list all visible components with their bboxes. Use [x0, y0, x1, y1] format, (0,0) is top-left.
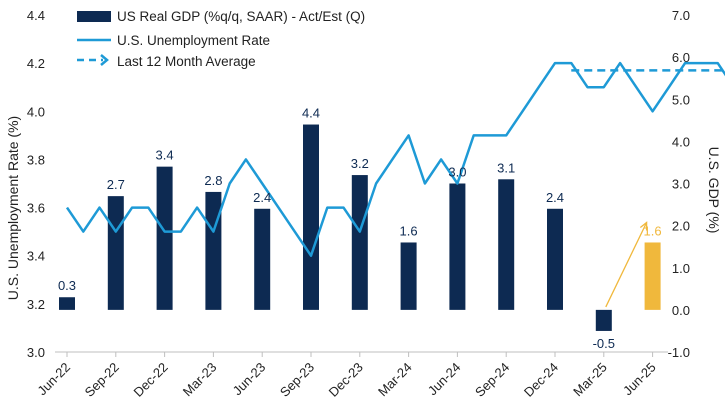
gdp-bar: [254, 208, 271, 310]
y-right-tick-label: 1.0: [672, 261, 690, 276]
lines-layer: [65, 61, 725, 308]
x-tick-label: Sep-22: [82, 360, 122, 400]
gdp-bar-label: 3.2: [351, 156, 369, 171]
estimate-arrow-line: [605, 222, 648, 308]
gdp-bar: [107, 196, 124, 310]
legend-average-arrow-icon: [100, 54, 109, 66]
x-tick-label: Mar-23: [180, 360, 220, 400]
gdp-bar: [156, 166, 173, 310]
legend-label-gdp: US Real GDP (%q/q, SAAR) - Act/Est (Q): [117, 9, 365, 24]
y-right-tick-label: 4.0: [672, 134, 690, 149]
gdp-bar: [351, 175, 368, 310]
y-left-axis-title: U.S. Unemployment Rate (%): [5, 116, 21, 300]
y-right-axis-title: U.S. GDP (%): [706, 147, 722, 234]
legend-swatch-gdp: [77, 11, 111, 22]
gdp-bar-label: -0.5: [593, 336, 615, 351]
x-tick-label: Jun-23: [230, 360, 269, 399]
x-tick-label: Dec-23: [326, 360, 366, 400]
labels-layer: 0.3 2.7 3.4 2.8 2.4 4.4 3.2 1.6 3.0 3.1 2.4 -0.5 1.6…: [58, 106, 662, 351]
x-tick-label: Dec-24: [521, 360, 561, 400]
x-tick-label: Jun-22: [34, 360, 73, 399]
gdp-bar: [595, 309, 612, 331]
x-tick-label: Jun-24: [425, 360, 464, 399]
y-left-tick-label: 3.0: [27, 345, 45, 360]
gdp-bar-label: 1.6: [644, 223, 662, 238]
y-right-tick-label: 0.0: [672, 303, 690, 318]
gdp-bar: [59, 297, 75, 310]
y-right-tick-label: 7.0: [672, 8, 690, 23]
gdp-bar-label: 0.3: [58, 278, 76, 293]
gdp-bar-label: 3.1: [497, 160, 515, 175]
y-right-tick-label: -1.0: [668, 345, 690, 360]
x-tick-label: Sep-24: [472, 360, 512, 400]
x-tick-label: Dec-22: [130, 360, 170, 400]
x-tick-label: Sep-23: [277, 360, 317, 400]
gdp-bar-label: 1.6: [400, 223, 418, 238]
y-left-tick-label: 4.4: [27, 8, 45, 23]
x-tick-label: Mar-24: [375, 360, 415, 400]
y-right-tick-label: 3.0: [672, 177, 690, 192]
gdp-bar: [498, 179, 515, 310]
gdp-bar: [449, 183, 466, 310]
gdp-bar-label: 3.4: [156, 148, 174, 163]
gdp-bar: [644, 242, 661, 310]
y-left-tick-label: 4.0: [27, 104, 45, 119]
gdp-bar: [303, 124, 319, 310]
legend-label-unemployment: U.S. Unemployment Rate: [117, 33, 270, 48]
gdp-bar-label: 3.0: [448, 165, 466, 180]
y-left-tick-label: 3.2: [27, 297, 45, 312]
gdp-bar-label: 2.7: [107, 177, 125, 192]
y-left-tick-label: 3.6: [27, 201, 45, 216]
gdp-bar-label: 2.8: [204, 173, 222, 188]
y-left-tick-label: 3.4: [27, 249, 45, 264]
legend: US Real GDP (%q/q, SAAR) - Act/Est (Q) U…: [77, 9, 365, 69]
y-right-tick-label: 2.0: [672, 219, 690, 234]
legend-label-average: Last 12 Month Average: [117, 54, 256, 69]
gdp-bar-label: 2.4: [546, 190, 564, 205]
y-right-tick-label: 6.0: [672, 50, 690, 65]
x-tick-label: Mar-25: [570, 360, 610, 400]
y-right-tick-label: 5.0: [672, 92, 690, 107]
gdp-bar: [547, 208, 563, 310]
x-tick-label: Jun-25: [620, 360, 659, 399]
gdp-bar-label: 4.4: [302, 106, 320, 121]
estimate-arrow-icon: [639, 221, 648, 231]
gdp-bar: [400, 242, 417, 310]
y-left-tick-label: 3.8: [27, 152, 45, 167]
gdp-bar: [205, 191, 222, 310]
unemployment-line: [65, 61, 725, 257]
gdp-bar-label: 2.4: [253, 190, 271, 205]
y-left-tick-label: 4.2: [27, 56, 45, 71]
